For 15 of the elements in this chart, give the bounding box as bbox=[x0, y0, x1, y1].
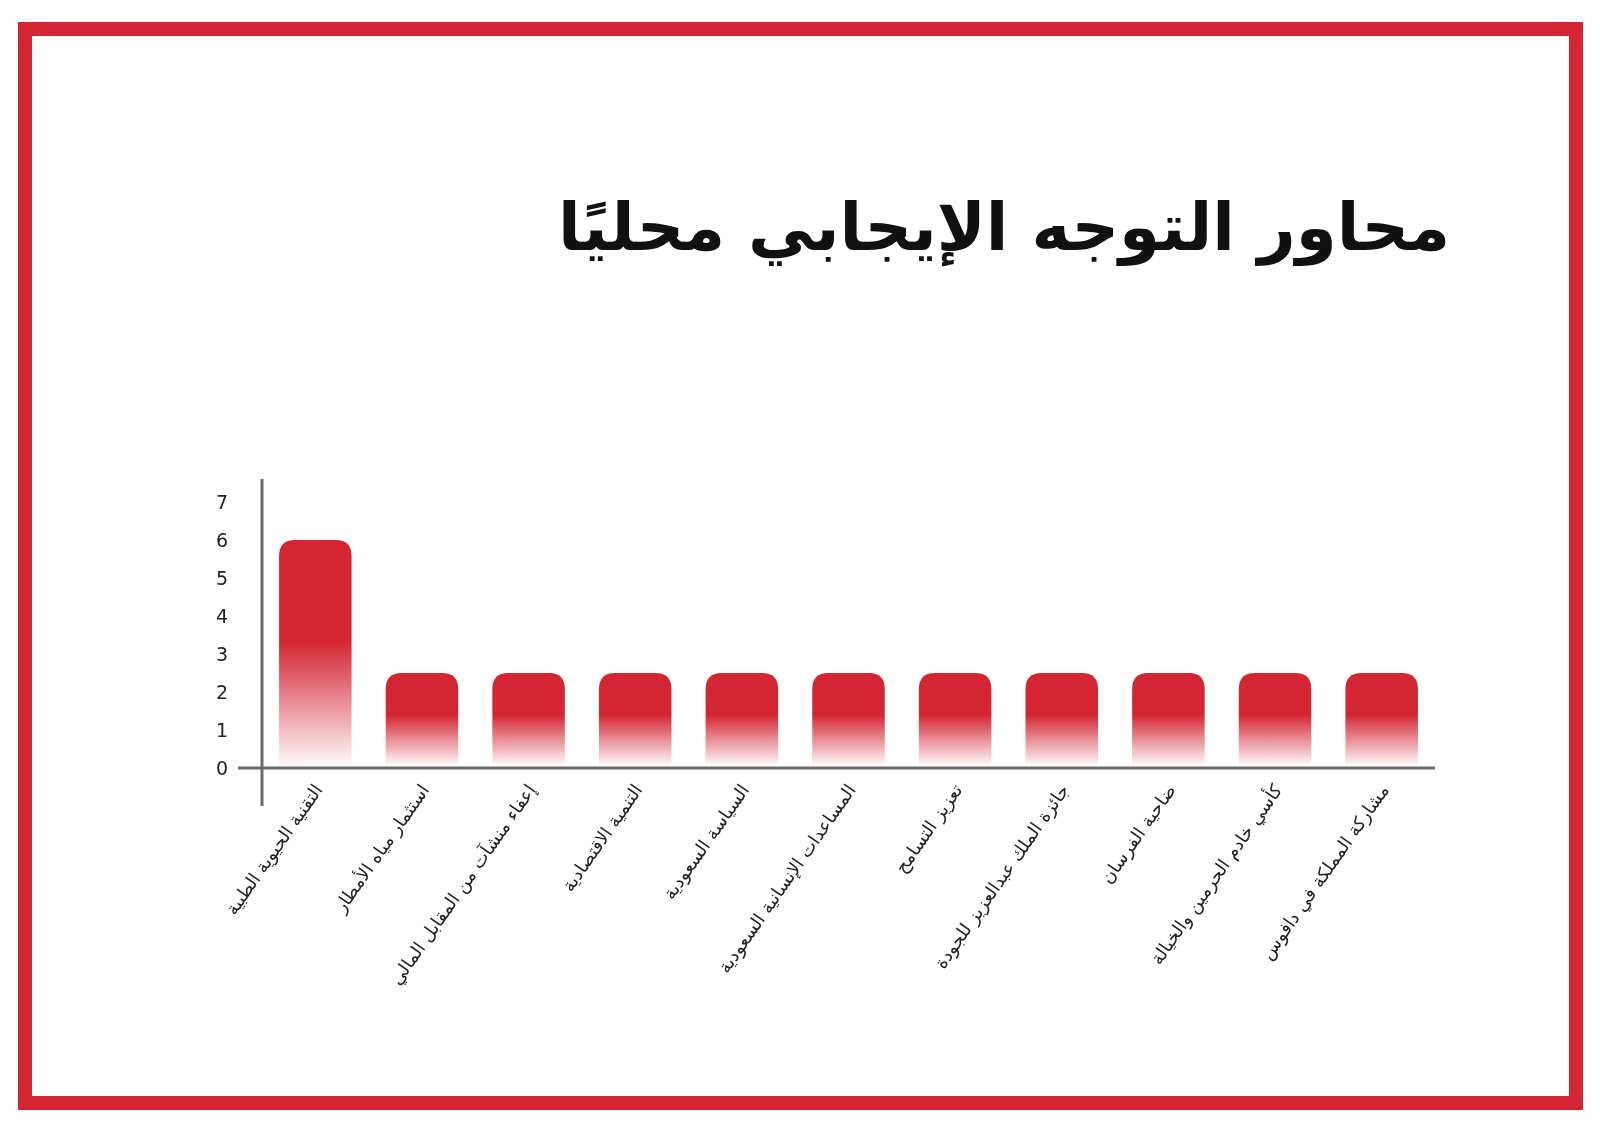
chart-title: محاور التوجه الإيجابي محليًا bbox=[557, 189, 1450, 267]
x-tick-label: استثمار مياه الأمطار bbox=[328, 780, 434, 917]
y-tick-label: 0 bbox=[215, 757, 229, 779]
y-tick-label: 4 bbox=[215, 605, 229, 627]
x-tick-label: السياسة السعودية bbox=[658, 780, 754, 904]
y-tick-label: 1 bbox=[215, 719, 229, 741]
y-tick-label: 6 bbox=[215, 529, 229, 551]
y-tick-label: 5 bbox=[215, 567, 229, 589]
x-tick-label: التقنية الحيوية الطبية bbox=[220, 780, 328, 920]
y-tick-label: 7 bbox=[215, 491, 229, 513]
y-tick-label: 3 bbox=[215, 643, 229, 665]
y-tick-label: 2 bbox=[215, 681, 229, 703]
x-tick-label: تعزيز التسامح bbox=[890, 780, 968, 878]
x-tick-label: التنمية الاقتصادية bbox=[557, 780, 647, 896]
x-tick-label: ضاحية الفرسان bbox=[1095, 780, 1181, 888]
